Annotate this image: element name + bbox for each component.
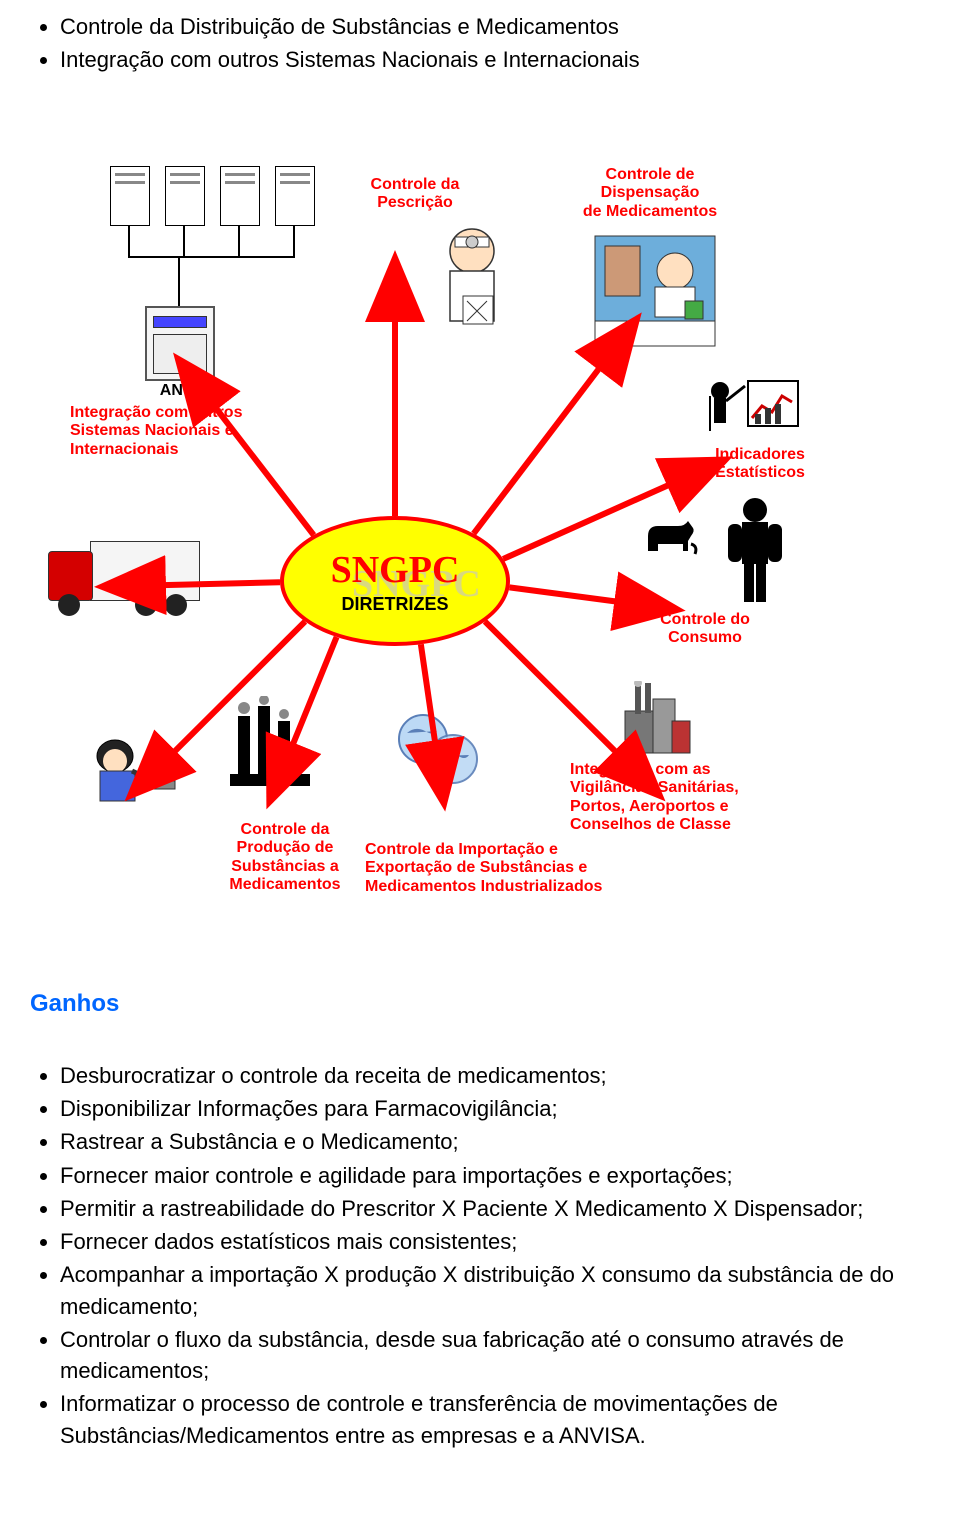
bottom-bullet: Rastrear a Substância e o Medicamento; (60, 1126, 950, 1157)
network-line (238, 226, 240, 256)
bottom-bullet: Fornecer maior controle e agilidade para… (60, 1160, 950, 1191)
bottom-bullet-list: Desburocratizar o controle da receita de… (60, 1060, 950, 1453)
network-line (178, 256, 180, 306)
pescricao-label: Controle da Pescrição (350, 176, 480, 213)
scientist-icon (80, 726, 180, 806)
building-icon (620, 681, 695, 756)
center-ellipse: SNGPC SNGPC DIRETRIZES (280, 516, 510, 646)
top-bullet-list: Controle da Distribuição de Substâncias … (0, 0, 960, 76)
anvisa-label: ANVISA (150, 382, 230, 400)
cabinet-icon (275, 166, 315, 226)
top-bullet: Controle da Distribuição de Substâncias … (60, 10, 930, 43)
producao-label: Controle da Produção de Substâncias a Me… (210, 821, 360, 895)
bottom-bullet: Acompanhar a importação X produção X dis… (60, 1259, 950, 1321)
top-bullet: Integração com outros Sistemas Nacionais… (60, 43, 930, 76)
vigilancias-label: Integração com as Vigilâncias Sanitárias… (570, 761, 790, 835)
cabinet-icon (110, 166, 150, 226)
to-dispensacao (474, 355, 609, 533)
network-line (128, 256, 295, 258)
statistics-icon (700, 376, 800, 436)
sngpc-diagram: ANVISA Integração com outros Sistemas Na… (0, 76, 960, 976)
factory-icon (230, 696, 310, 786)
to-consumo (509, 587, 632, 603)
to-vigilancias (485, 621, 627, 763)
importacao-label: Controle da Importação e Exportação de S… (365, 841, 655, 896)
bottom-bullet: Controlar o fluxo da substância, desde s… (60, 1324, 950, 1386)
globe-icon (395, 711, 485, 801)
doctor-icon (425, 221, 520, 331)
bottom-bullet: Fornecer dados estatísticos mais consist… (60, 1226, 950, 1257)
cabinet-icon (220, 166, 260, 226)
bottom-bullet: Desburocratizar o controle da receita de… (60, 1060, 950, 1091)
sngpc-main-text: SNGPC (331, 548, 460, 592)
consumo-label: Controle do Consumo (640, 611, 770, 648)
bottom-bullet: Disponibilizar Informações para Farmacov… (60, 1093, 950, 1124)
indicadores-label: Indicadores Estatísticos (700, 446, 820, 483)
network-line (183, 226, 185, 256)
truck-icon (40, 536, 210, 636)
network-line (293, 226, 295, 256)
dog-icon (640, 516, 700, 561)
bottom-bullet: Informatizar o processo de controle e tr… (60, 1388, 950, 1450)
dispensacao-label: Controle de Dispensação de Medicamentos (555, 166, 745, 221)
cabinet-icon (165, 166, 205, 226)
person-icon (720, 496, 790, 606)
integracao-sistemas-label: Integração com outros Sistemas Nacionais… (70, 404, 280, 459)
ganhos-title: Ganhos (30, 990, 119, 1018)
server-icon (145, 306, 215, 381)
bottom-bullet: Permitir a rastreabilidade do Prescritor… (60, 1193, 950, 1224)
network-line (128, 226, 130, 256)
diretrizes-text: DIRETRIZES (341, 594, 448, 615)
pharmacist-icon (590, 231, 720, 351)
